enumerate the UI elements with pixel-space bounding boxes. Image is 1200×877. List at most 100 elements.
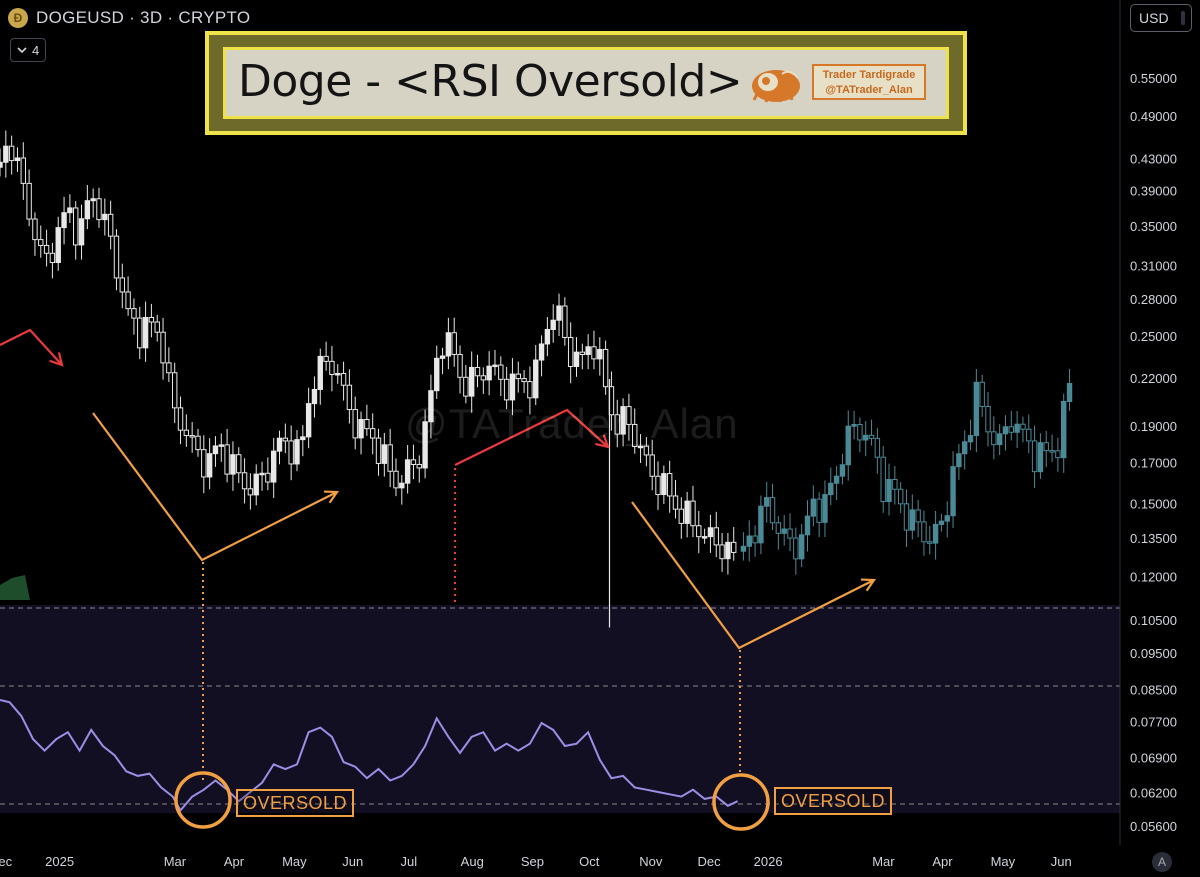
- price-axis[interactable]: 0.650000.550000.490000.430000.390000.350…: [1130, 16, 1177, 834]
- price-tick-label: 0.05600: [1130, 819, 1177, 834]
- projection-bar-body: [1055, 450, 1061, 459]
- price-tick-label: 0.31000: [1130, 259, 1177, 274]
- candle-body: [538, 343, 545, 361]
- price-tick-label: 0.19000: [1130, 419, 1177, 434]
- price-tick-label: 0.22000: [1130, 371, 1177, 386]
- candle-body: [556, 305, 562, 321]
- projection-bar-body: [903, 503, 910, 531]
- candle-body: [329, 360, 335, 375]
- candle-body: [236, 454, 242, 474]
- candle-body: [49, 252, 56, 264]
- time-tick-label: Oct: [579, 854, 600, 869]
- candle-body: [131, 308, 137, 319]
- projection-bar-body: [816, 498, 822, 523]
- time-tick-label: 2026: [754, 854, 783, 869]
- projection-bar-body: [1014, 423, 1020, 433]
- candle-body: [55, 227, 61, 264]
- candle-body: [119, 277, 125, 293]
- candle-body: [422, 421, 428, 469]
- price-tick-label: 0.08500: [1130, 682, 1177, 697]
- projection-bar-body: [985, 405, 991, 433]
- price-tick-label: 0.28000: [1130, 292, 1177, 307]
- candle-body: [352, 409, 358, 439]
- candle-body: [247, 488, 254, 496]
- projection-bar-body: [962, 441, 968, 455]
- candle-body: [626, 406, 632, 425]
- candle-body: [67, 207, 73, 214]
- projection-bar-body: [1031, 440, 1038, 473]
- candle-body: [632, 423, 638, 447]
- projection-bar-body: [921, 521, 927, 543]
- candle-body: [369, 428, 376, 439]
- red-arrow-left: [0, 328, 63, 366]
- projection-bar-body: [839, 464, 846, 477]
- time-axis[interactable]: Dec 2025 Mar Apr May Jun Jul Aug Sep Oct Nov Dec 202…: [0, 854, 1072, 869]
- candle-body: [142, 316, 149, 349]
- projection-bar-body: [944, 515, 950, 522]
- indicators-toggle[interactable]: 4: [10, 38, 47, 62]
- orange-arrow-2: [631, 501, 875, 650]
- projection-bar-body: [775, 522, 782, 534]
- candle-body: [725, 541, 731, 560]
- candle-body: [678, 508, 685, 524]
- scrollbar-handle[interactable]: [1181, 11, 1185, 25]
- projection-bar-body: [845, 425, 851, 466]
- currency-label: USD: [1139, 10, 1169, 26]
- projection-bar-body: [897, 488, 904, 505]
- candle-body: [265, 472, 271, 483]
- projection-bar-body: [991, 431, 997, 446]
- projection-bar-body: [758, 505, 764, 544]
- projection-bar-body: [973, 381, 980, 437]
- currency-button[interactable]: USD: [1130, 4, 1192, 32]
- projection-bar-body: [996, 433, 1003, 446]
- projection-bar-body: [851, 424, 857, 427]
- time-tick-label: Apr: [224, 854, 245, 869]
- indicator-count: 4: [32, 42, 40, 58]
- projection-bar-body: [1037, 442, 1044, 473]
- candle-body: [340, 372, 347, 386]
- projection-bar-body: [828, 482, 834, 496]
- candle-body: [410, 459, 417, 465]
- candle-body: [567, 336, 574, 368]
- projection-bar-body: [798, 534, 805, 560]
- time-tick-label: Jun: [342, 854, 363, 869]
- rsi-overbought-fill: [0, 575, 30, 600]
- candle-body: [719, 544, 725, 560]
- banner-title: Doge - <RSI Oversold>: [238, 56, 743, 107]
- candle-body: [661, 473, 667, 496]
- candle-body: [381, 444, 388, 464]
- candle-body: [171, 372, 178, 409]
- candle-body: [503, 378, 510, 401]
- candle-body: [148, 316, 155, 323]
- symbol-header[interactable]: Ð DOGEUSD · 3D · CRYPTO: [8, 6, 250, 30]
- candle-body: [585, 346, 591, 355]
- candle-body: [509, 373, 516, 401]
- auto-scale-button[interactable]: A: [1152, 852, 1172, 872]
- candle-body: [550, 319, 556, 330]
- candle-body: [696, 525, 702, 538]
- time-tick-label: Mar: [872, 854, 895, 869]
- red-arrow-mid: [454, 408, 609, 466]
- time-tick-label: Dec: [0, 854, 13, 869]
- orange-arrow-1: [92, 412, 338, 562]
- candle-body: [480, 375, 487, 381]
- candle-body: [358, 419, 364, 439]
- annotation-layer: [0, 328, 877, 831]
- doge-coin-icon: Ð: [8, 8, 28, 28]
- candle-body: [690, 500, 696, 527]
- chevron-down-icon: [17, 46, 27, 53]
- projection-bar-body: [938, 520, 945, 525]
- candle-body: [672, 495, 679, 510]
- candle-body: [253, 473, 259, 496]
- candle-body: [457, 353, 463, 378]
- candle-body: [317, 355, 323, 390]
- projection-bar-body: [781, 528, 787, 534]
- candle-body: [649, 454, 655, 477]
- candle-body: [323, 355, 329, 362]
- oversold-label-1: OVERSOLD: [236, 789, 355, 817]
- candle-body: [620, 406, 626, 435]
- candle-body: [463, 376, 469, 397]
- candle-body: [154, 321, 160, 333]
- projection-bar-body: [932, 523, 939, 544]
